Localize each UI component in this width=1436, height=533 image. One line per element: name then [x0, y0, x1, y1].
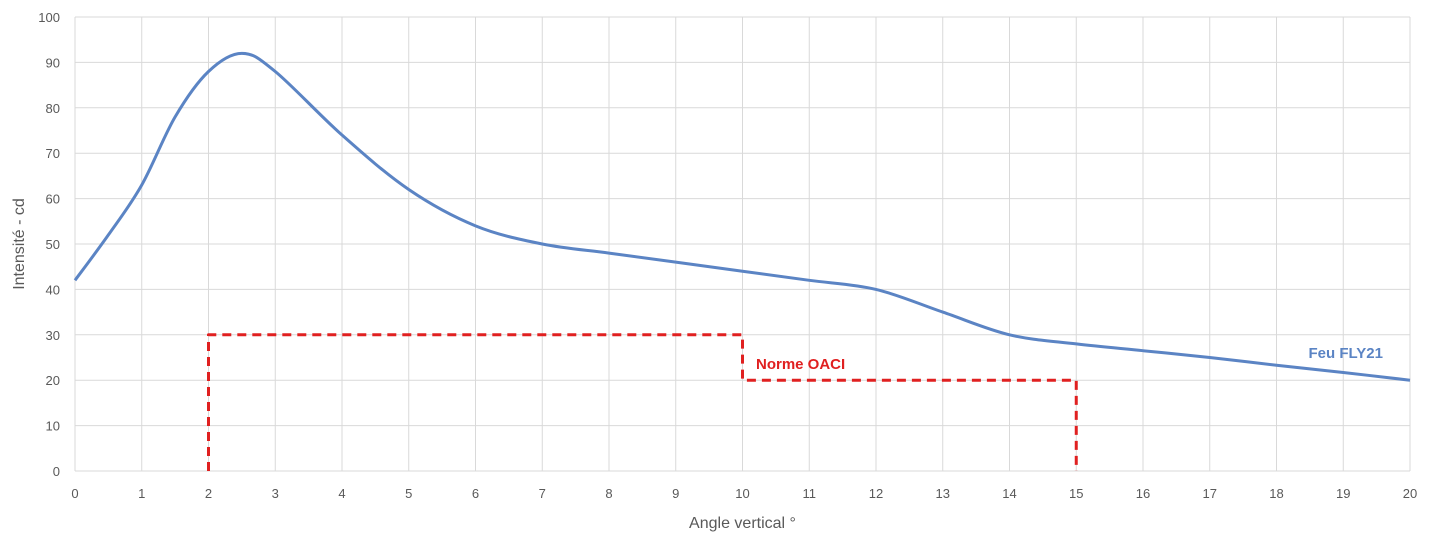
series-line-norme-oaci	[207, 333, 1078, 471]
x-axis-title: Angle vertical °	[689, 515, 796, 532]
x-tick-7: 7	[539, 486, 546, 501]
y-tick-50: 50	[46, 237, 60, 252]
x-tick-1: 1	[138, 486, 145, 501]
y-tick-100: 100	[38, 10, 60, 25]
x-tick-3: 3	[272, 486, 279, 501]
y-tick-80: 80	[46, 101, 60, 116]
y-tick-10: 10	[46, 419, 60, 434]
y-axis-title: Intensité - cd	[11, 198, 28, 290]
x-tick-16: 16	[1136, 486, 1150, 501]
grid	[74, 16, 1411, 472]
series-lines	[73, 51, 1411, 471]
x-tick-13: 13	[936, 486, 950, 501]
x-tick-12: 12	[869, 486, 883, 501]
y-tick-70: 70	[46, 146, 60, 161]
x-tick-20: 20	[1403, 486, 1417, 501]
x-tick-5: 5	[405, 486, 412, 501]
x-tick-8: 8	[605, 486, 612, 501]
x-tick-10: 10	[735, 486, 749, 501]
y-tick-30: 30	[46, 328, 60, 343]
series-label-feu-fly21: Feu FLY21	[1309, 345, 1383, 362]
x-tick-0: 0	[71, 486, 78, 501]
x-tick-17: 17	[1203, 486, 1217, 501]
y-tick-20: 20	[46, 373, 60, 388]
x-tick-labels: 0 1 2 3 4 5 6 7 8 9 10 11 12 13 14 15 16 17 18 19 20	[71, 486, 1417, 501]
x-tick-11: 11	[803, 486, 817, 501]
y-tick-60: 60	[46, 192, 60, 207]
x-tick-18: 18	[1269, 486, 1283, 501]
y-tick-labels: 0 10 20 30 40 50 60 70 80 90 100	[38, 10, 60, 479]
y-tick-90: 90	[46, 55, 60, 70]
series-line-feu-fly21	[73, 51, 1411, 382]
x-tick-4: 4	[338, 486, 345, 501]
x-tick-14: 14	[1002, 486, 1016, 501]
x-tick-9: 9	[672, 486, 679, 501]
y-tick-0: 0	[53, 464, 60, 479]
y-tick-40: 40	[46, 282, 60, 297]
x-tick-15: 15	[1069, 486, 1083, 501]
x-tick-19: 19	[1336, 486, 1350, 501]
x-tick-2: 2	[205, 486, 212, 501]
x-tick-6: 6	[472, 486, 479, 501]
series-label-norme-oaci: Norme OACI	[756, 356, 845, 373]
